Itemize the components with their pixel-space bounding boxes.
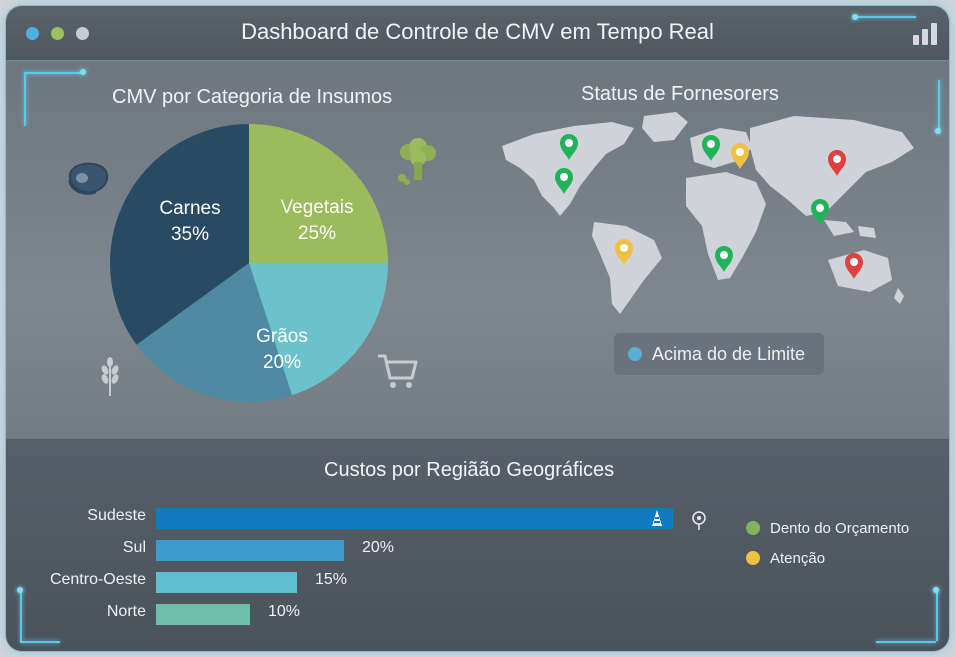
window-title: Dashboard de Controle de CMV em Tempo Re… xyxy=(241,19,714,44)
decor-line xyxy=(24,72,26,126)
legend-label: Dento do Orçamento xyxy=(770,520,910,537)
wheat-icon xyxy=(101,357,119,396)
map-legend-label: Acima do de Limite xyxy=(652,344,806,364)
pie-slice-grãos[interactable] xyxy=(249,263,388,396)
map-title: Status de Fornesorers xyxy=(581,83,779,105)
bar-norte[interactable] xyxy=(156,604,250,625)
pie-slice-vegetais[interactable] xyxy=(249,124,388,263)
bar-chart-panel: Custos por Regiãão Geográfices Sudeste Su… xyxy=(6,438,949,651)
supplier-pin[interactable] xyxy=(828,150,846,176)
bar-sul[interactable] xyxy=(156,540,344,561)
decor-line xyxy=(24,72,82,74)
bar-category-label: Centro-Oeste xyxy=(49,571,146,588)
decor-line xyxy=(936,589,938,641)
supplier-pin[interactable] xyxy=(560,134,578,160)
title-bar: Dashboard de Controle de CMV em Tempo Re… xyxy=(6,6,949,61)
decor-dot xyxy=(933,587,939,593)
legend-label: Atenção xyxy=(770,550,826,567)
decor-line xyxy=(876,641,936,643)
broccoli-icon xyxy=(398,138,436,185)
pie-slice-value: 25% xyxy=(298,223,336,244)
alert-tower-icon xyxy=(652,510,662,526)
supplier-pin[interactable] xyxy=(811,199,829,225)
pie-slice-label: Vegetais xyxy=(281,197,354,218)
supplier-pin[interactable] xyxy=(702,135,720,161)
window-maximize-dot[interactable] xyxy=(76,27,89,40)
pie-slice-carnes[interactable] xyxy=(110,123,249,345)
supplier-pin[interactable] xyxy=(555,168,573,194)
bar-value-label: 10% xyxy=(268,603,301,620)
bar-chart-title: Custos por Regiãão Geográfices xyxy=(324,459,615,481)
decor-dot xyxy=(935,128,941,134)
decor-line xyxy=(20,641,60,643)
pie-slice-value: 20% xyxy=(263,352,301,373)
bar-category-label: Sudeste xyxy=(87,507,146,524)
decor-line xyxy=(856,16,916,18)
pie-slice-label: Grãos xyxy=(256,326,308,347)
bar-value-label: 15% xyxy=(315,571,348,588)
shopping-cart-icon xyxy=(378,354,418,388)
pie-chart: Carnes 35% Vegetais 25% Grãos 20% xyxy=(110,123,388,402)
map-legend: Acima do de Limite xyxy=(614,333,824,375)
pie-chart-title: CMV por Categoria de Insumos xyxy=(112,86,393,108)
supplier-pin[interactable] xyxy=(615,239,633,265)
supplier-pins xyxy=(555,134,863,279)
bar-category-label: Sul xyxy=(122,539,146,556)
bar-sudeste[interactable] xyxy=(156,508,673,529)
supplier-pin[interactable] xyxy=(845,253,863,279)
legend-dot xyxy=(746,551,760,565)
pie-slice-label: Carnes xyxy=(159,198,220,219)
dashboard-window: Dashboard de Controle de CMV em Tempo Re… xyxy=(6,6,949,651)
supplier-pin[interactable] xyxy=(731,143,749,169)
meat-icon xyxy=(68,162,109,195)
bar-value-label: 20% xyxy=(362,539,395,556)
decor-dot xyxy=(17,587,23,593)
bar-centro-oeste[interactable] xyxy=(156,572,297,593)
location-pin-icon[interactable] xyxy=(690,510,708,532)
window-minimize-dot[interactable] xyxy=(51,27,64,40)
bar-category-label: Norte xyxy=(106,603,146,620)
decor-line xyxy=(938,80,940,130)
decor-line xyxy=(20,589,22,641)
supplier-pin[interactable] xyxy=(715,246,733,272)
pie-slice-value: 35% xyxy=(171,224,209,245)
pie-slice-other[interactable] xyxy=(136,263,292,402)
bar-chart-icon[interactable] xyxy=(913,21,939,45)
legend-dot xyxy=(628,347,642,361)
decor-dot xyxy=(852,14,858,20)
window-close-dot[interactable] xyxy=(26,27,39,40)
legend-dot xyxy=(746,521,760,535)
decor-dot xyxy=(80,69,86,75)
